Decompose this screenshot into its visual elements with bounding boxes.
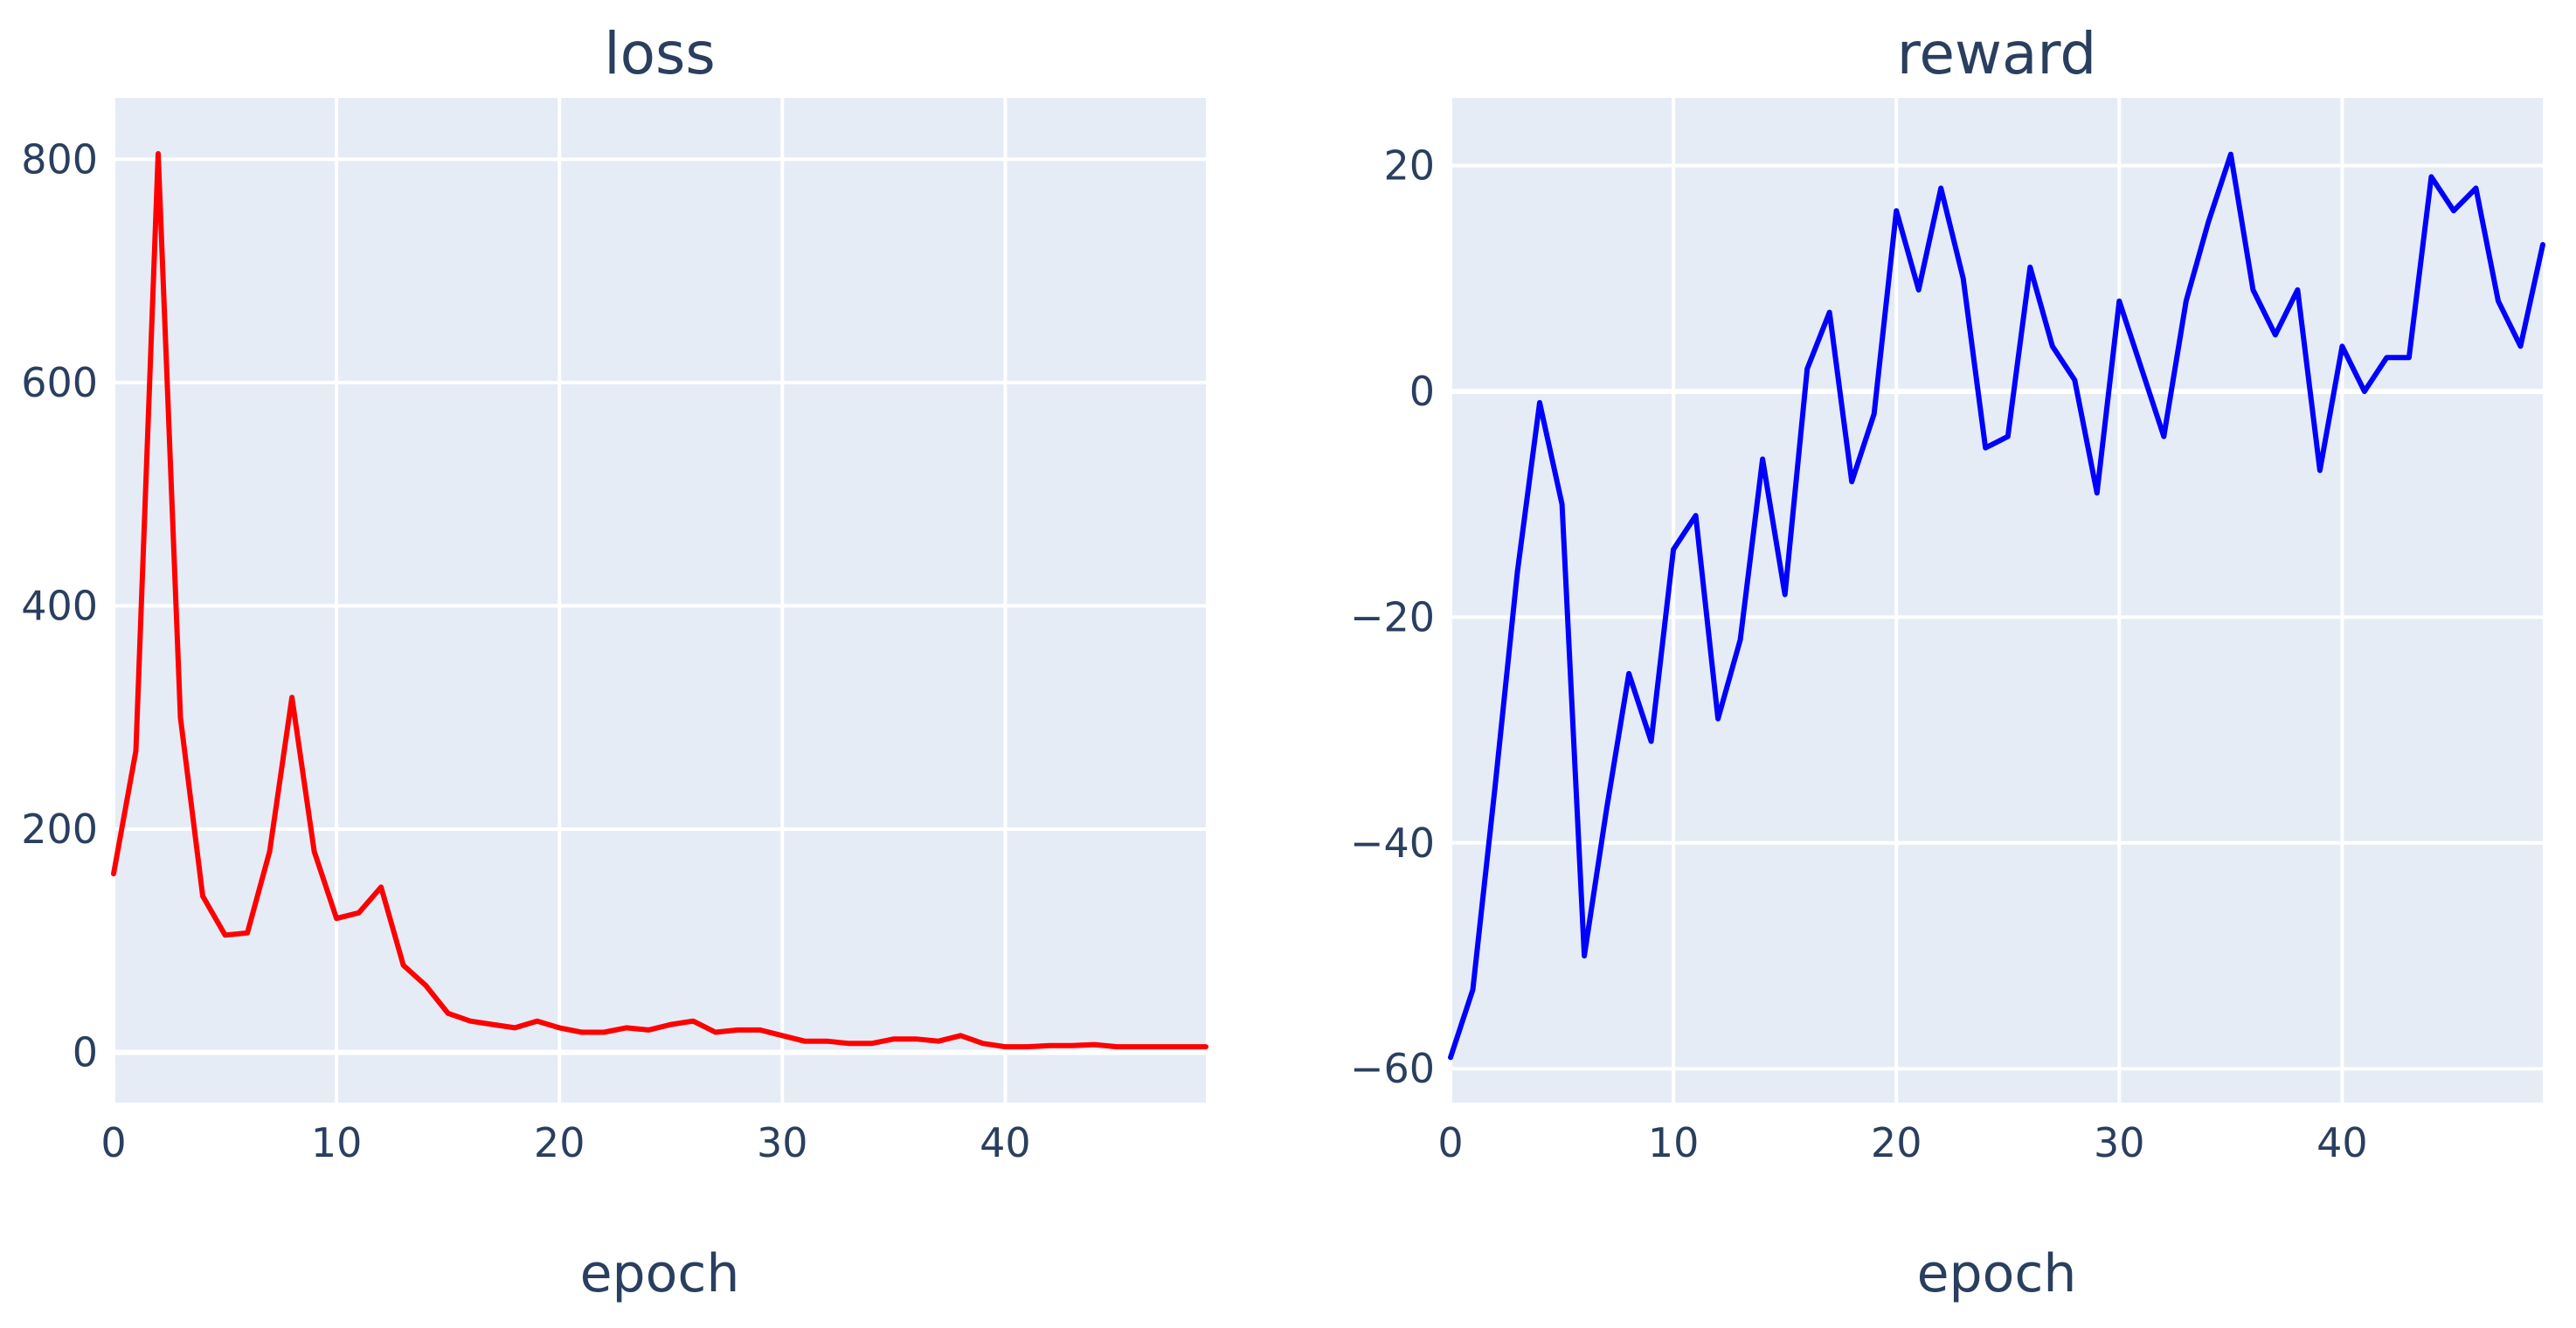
loss-y-grid bbox=[114, 157, 1206, 1055]
loss-y-tick-label: 0 bbox=[73, 1029, 98, 1076]
loss-x-tick-label: 10 bbox=[311, 1119, 363, 1166]
loss-subplot: 0 10 20 30 40 0 200 400 600 800 loss epoch bbox=[21, 20, 1208, 1304]
reward-y-tick-label: −40 bbox=[1350, 820, 1435, 867]
loss-series-line-0 bbox=[111, 150, 1208, 1050]
reward-x-tick-label: 40 bbox=[2316, 1119, 2368, 1166]
loss-y-tick-label: 800 bbox=[21, 135, 98, 183]
loss-y-tick-label: 600 bbox=[21, 359, 98, 406]
loss-x-tick-label: 0 bbox=[100, 1119, 126, 1166]
loss-x-tick-label: 40 bbox=[980, 1119, 1031, 1166]
reward-plot-area bbox=[1451, 98, 2543, 1103]
loss-series-layer bbox=[111, 150, 1208, 1050]
loss-y-tick-label: 200 bbox=[21, 806, 98, 853]
loss-chart-title: loss bbox=[604, 20, 716, 87]
loss-x-tick-labels: 0 10 20 30 40 bbox=[100, 1119, 1030, 1166]
loss-y-tick-label: 400 bbox=[21, 582, 98, 629]
reward-y-tick-label: 0 bbox=[1409, 368, 1435, 415]
reward-x-tick-labels: 0 10 20 30 40 bbox=[1437, 1119, 2367, 1166]
reward-y-tick-label: −20 bbox=[1350, 593, 1435, 640]
loss-x-tick-label: 20 bbox=[534, 1119, 585, 1166]
reward-x-tick-label: 20 bbox=[1871, 1119, 1922, 1166]
reward-y-tick-label: −60 bbox=[1350, 1045, 1435, 1092]
reward-y-grid bbox=[1451, 163, 2543, 1071]
reward-series-line-0 bbox=[1448, 151, 2545, 1061]
reward-x-tick-label: 0 bbox=[1437, 1119, 1463, 1166]
reward-x-axis-label: epoch bbox=[1917, 1243, 2077, 1304]
reward-chart-title: reward bbox=[1897, 20, 2097, 87]
loss-y-tick-labels: 0 200 400 600 800 bbox=[21, 135, 98, 1076]
loss-x-tick-label: 30 bbox=[757, 1119, 808, 1166]
reward-x-tick-label: 10 bbox=[1648, 1119, 1700, 1166]
loss-x-grid bbox=[112, 98, 1008, 1103]
reward-x-grid bbox=[1449, 98, 2344, 1103]
reward-series-layer bbox=[1448, 151, 2545, 1061]
reward-y-tick-labels: −60 −40 −20 0 20 bbox=[1350, 142, 1435, 1093]
loss-plot-area bbox=[114, 98, 1206, 1103]
loss-x-axis-label: epoch bbox=[580, 1243, 740, 1304]
reward-subplot: 0 10 20 30 40 −60 −40 −20 0 20 reward epoch bbox=[1350, 20, 2545, 1304]
reward-y-tick-label: 20 bbox=[1383, 142, 1435, 190]
reward-x-tick-label: 30 bbox=[2094, 1119, 2145, 1166]
